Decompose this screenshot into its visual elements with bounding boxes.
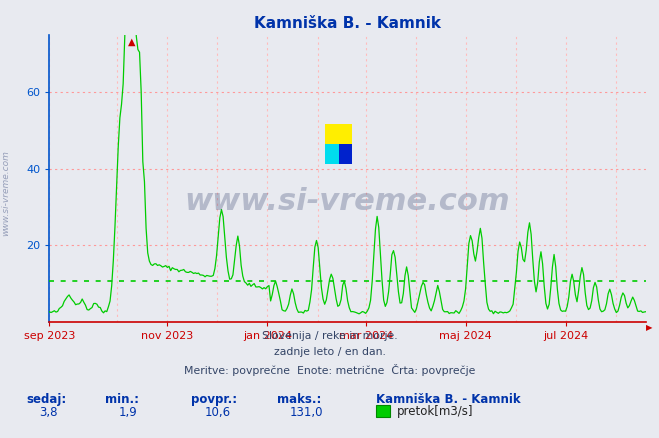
- Text: Meritve: povprečne  Enote: metrične  Črta: povprečje: Meritve: povprečne Enote: metrične Črta:…: [184, 364, 475, 376]
- Text: maks.:: maks.:: [277, 393, 321, 406]
- Text: Slovenija / reke in morje.: Slovenija / reke in morje.: [262, 331, 397, 341]
- Text: Kamniška B. - Kamnik: Kamniška B. - Kamnik: [376, 393, 520, 406]
- Text: ▲: ▲: [128, 37, 135, 47]
- Text: sedaj:: sedaj:: [26, 393, 67, 406]
- Text: 1,9: 1,9: [119, 406, 137, 419]
- Title: Kamniška B. - Kamnik: Kamniška B. - Kamnik: [254, 16, 441, 31]
- Text: pretok[m3/s]: pretok[m3/s]: [397, 405, 473, 417]
- Text: 131,0: 131,0: [290, 406, 324, 419]
- FancyBboxPatch shape: [326, 144, 339, 164]
- Text: povpr.:: povpr.:: [191, 393, 237, 406]
- Text: www.si-vreme.com: www.si-vreme.com: [1, 150, 10, 236]
- Text: 10,6: 10,6: [204, 406, 231, 419]
- FancyBboxPatch shape: [326, 124, 352, 144]
- Text: zadnje leto / en dan.: zadnje leto / en dan.: [273, 347, 386, 357]
- Text: ▶: ▶: [646, 323, 652, 332]
- Text: min.:: min.:: [105, 393, 140, 406]
- FancyBboxPatch shape: [339, 144, 352, 164]
- Text: 3,8: 3,8: [40, 406, 58, 419]
- Text: www.si-vreme.com: www.si-vreme.com: [185, 187, 511, 216]
